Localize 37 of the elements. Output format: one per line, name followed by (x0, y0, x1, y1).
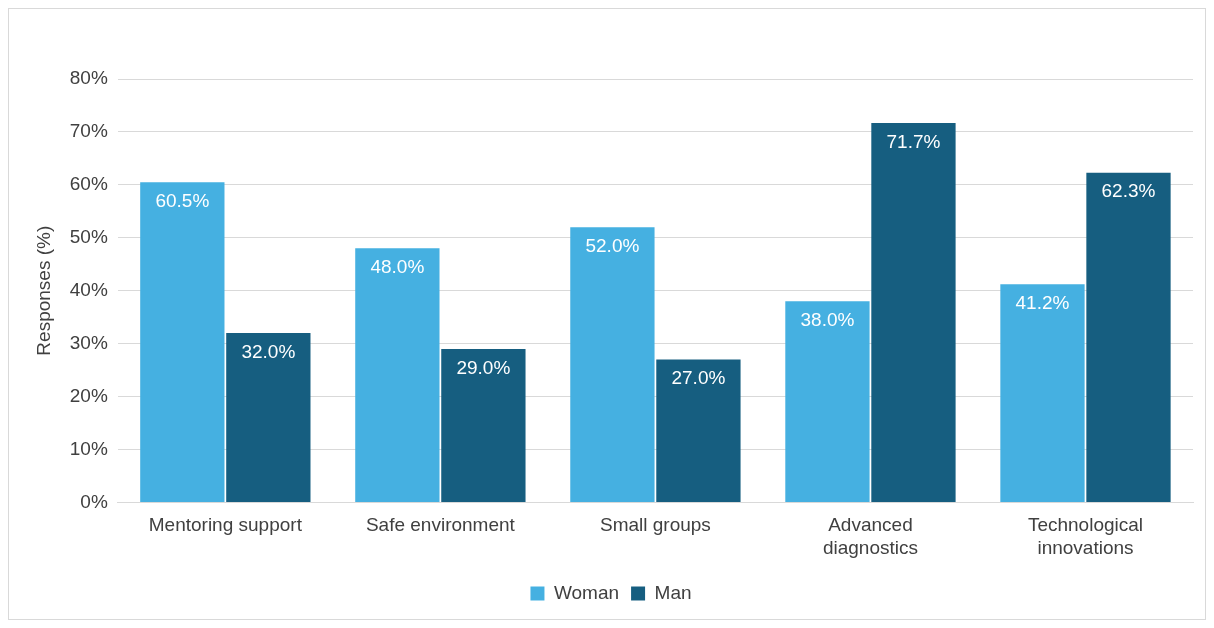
data-label: 41.2% (1015, 292, 1070, 314)
bar (140, 182, 225, 502)
data-label: 71.7% (886, 130, 941, 152)
data-label: 32.0% (241, 340, 296, 362)
data-label: 60.5% (155, 189, 210, 211)
y-axis-title: Responses (%) (32, 225, 54, 356)
bar (355, 248, 440, 502)
y-tick-label: 80% (69, 67, 108, 89)
x-tick-label: Mentoring support (148, 514, 303, 536)
bar (1000, 284, 1085, 502)
bar (1086, 172, 1171, 502)
bar (441, 348, 526, 502)
data-label: 38.0% (800, 309, 855, 331)
bar (871, 122, 956, 502)
bar (785, 301, 870, 502)
y-tick-label: 40% (69, 278, 108, 300)
bar (226, 333, 311, 502)
y-tick-label: 50% (69, 226, 108, 248)
x-tick-label: Technological innovations (1027, 514, 1144, 558)
y-tick-label: 10% (69, 437, 108, 459)
y-tick-label: 20% (69, 384, 108, 406)
legend-label: Woman (553, 581, 620, 603)
bar (656, 359, 741, 502)
data-label: 48.0% (370, 256, 425, 278)
data-label: 52.0% (585, 234, 640, 256)
data-label: 62.3% (1101, 180, 1156, 202)
y-tick-label: 30% (69, 331, 108, 353)
y-tick-label: 70% (69, 120, 108, 142)
x-tick-label: Safe environment (365, 514, 516, 536)
bar (570, 227, 655, 502)
x-tick-label: Small groups (599, 514, 711, 536)
y-tick-label: 0% (80, 490, 108, 512)
data-label: 29.0% (456, 356, 511, 378)
y-tick-label: 60% (69, 173, 108, 195)
data-label: 27.0% (671, 367, 726, 389)
x-tick-label: Advanced diagnostics (822, 514, 918, 558)
legend-label: Man (654, 581, 692, 603)
